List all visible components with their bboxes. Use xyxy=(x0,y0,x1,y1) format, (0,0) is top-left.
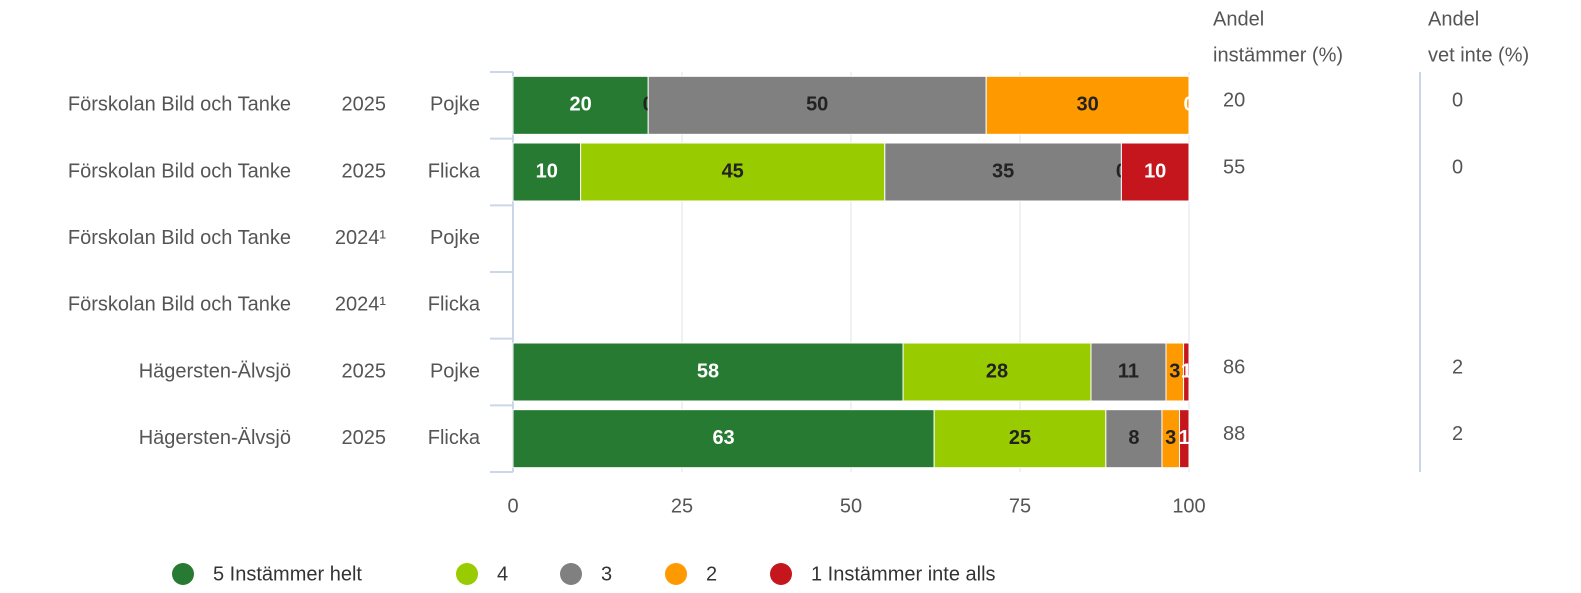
data-label: 35 xyxy=(992,160,1014,182)
row-label: Förskolan Bild och Tanke xyxy=(68,94,291,116)
data-label: 10 xyxy=(1144,160,1166,182)
column-value: 20 xyxy=(1223,90,1245,112)
data-label: 30 xyxy=(1076,94,1098,116)
bar-segment xyxy=(1179,409,1190,469)
row-gender: Pojke xyxy=(430,360,480,382)
data-label: 28 xyxy=(986,360,1008,382)
bar-segment xyxy=(580,142,886,202)
row-year: 2025 xyxy=(342,427,387,449)
row-year: 2024¹ xyxy=(335,227,386,249)
data-label: 1 xyxy=(1181,360,1192,382)
row-label: Hägersten-Älvsjö xyxy=(139,360,291,382)
legend-marker xyxy=(172,563,194,585)
x-tick-label: 50 xyxy=(840,495,862,517)
legend-marker xyxy=(665,563,687,585)
data-label: 3 xyxy=(1169,360,1180,382)
bar-segment xyxy=(1120,142,1190,202)
bar-segment xyxy=(933,409,1107,469)
row-year: 2025 xyxy=(342,160,387,182)
x-tick-label: 100 xyxy=(1172,495,1205,517)
data-label: 0 xyxy=(1183,94,1194,116)
column-header: Andel xyxy=(1428,8,1479,30)
column-value: 2 xyxy=(1452,356,1463,378)
data-label: 3 xyxy=(1165,427,1176,449)
legend-marker xyxy=(770,563,792,585)
data-label: 63 xyxy=(712,427,734,449)
bar-segment xyxy=(1105,409,1163,469)
bar-segment xyxy=(512,75,649,135)
row-label: Förskolan Bild och Tanke xyxy=(68,160,291,182)
x-tick-label: 25 xyxy=(671,495,693,517)
column-value: 2 xyxy=(1452,423,1463,445)
column-value: 55 xyxy=(1223,156,1245,178)
column-value: 0 xyxy=(1452,90,1463,112)
row-year: 2025 xyxy=(342,94,387,116)
data-label: 1 xyxy=(1179,427,1190,449)
data-label: 11 xyxy=(1118,360,1139,382)
data-label: 25 xyxy=(1009,427,1031,449)
data-label: 50 xyxy=(806,94,828,116)
column-header: Andel xyxy=(1213,8,1264,30)
column-header: vet inte (%) xyxy=(1428,44,1529,66)
row-year: 2025 xyxy=(342,360,387,382)
bar-segment xyxy=(647,75,987,135)
bar-segment xyxy=(902,342,1092,402)
column-header: instämmer (%) xyxy=(1213,44,1343,66)
bar-segment xyxy=(884,142,1122,202)
row-gender: Pojke xyxy=(430,227,480,249)
column-value: 0 xyxy=(1452,156,1463,178)
data-label: 20 xyxy=(569,94,591,116)
legend-label: 5 Instämmer helt xyxy=(213,563,362,585)
row-label: Förskolan Bild och Tanke xyxy=(68,227,291,249)
legend-marker xyxy=(456,563,478,585)
row-year: 2024¹ xyxy=(335,294,386,316)
column-value: 86 xyxy=(1223,356,1245,378)
row-label: Hägersten-Älvsjö xyxy=(139,427,291,449)
bar-segment xyxy=(512,142,582,202)
bar-segment xyxy=(512,342,904,402)
row-gender: Flicka xyxy=(428,160,481,182)
legend-label: 1 Instämmer inte alls xyxy=(811,563,996,585)
bar-segment xyxy=(512,409,935,469)
x-tick-label: 75 xyxy=(1009,495,1031,517)
legend-label: 2 xyxy=(706,563,717,585)
bar-segment xyxy=(985,75,1190,135)
legend-label: 4 xyxy=(497,563,508,585)
data-label: 45 xyxy=(722,160,744,182)
row-gender: Flicka xyxy=(428,294,481,316)
data-label: 10 xyxy=(536,160,558,182)
row-label: Förskolan Bild och Tanke xyxy=(68,294,291,316)
column-value: 88 xyxy=(1223,423,1245,445)
data-label: 58 xyxy=(697,360,719,382)
bar-segment xyxy=(1183,342,1190,402)
x-tick-label: 0 xyxy=(507,495,518,517)
legend-label: 3 xyxy=(601,563,612,585)
data-label: 8 xyxy=(1128,427,1139,449)
legend-marker xyxy=(560,563,582,585)
row-gender: Flicka xyxy=(428,427,481,449)
row-gender: Pojke xyxy=(430,94,480,116)
